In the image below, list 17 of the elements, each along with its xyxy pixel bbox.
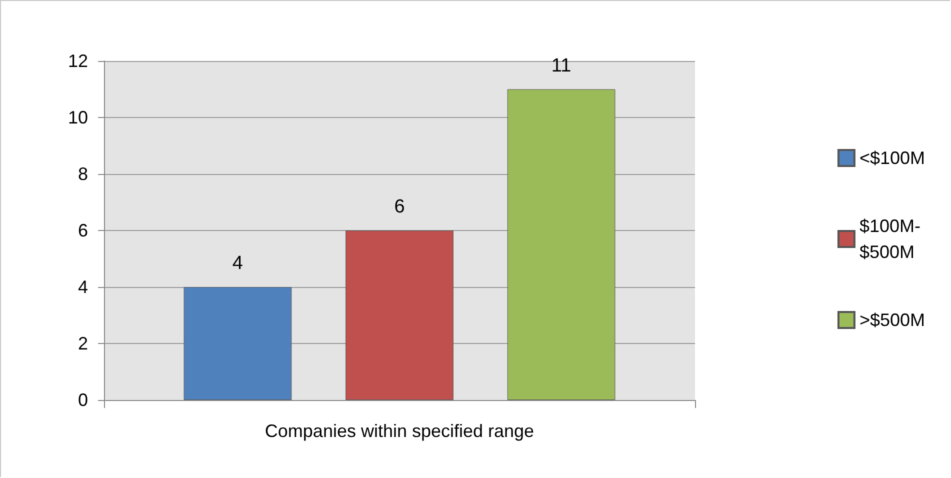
data-label: 6: [394, 196, 405, 218]
legend-label: >$500M: [859, 310, 926, 330]
data-label: 4: [232, 253, 244, 274]
y-tick-label: 2: [78, 334, 88, 354]
bar: [184, 287, 292, 400]
data-label: 11: [551, 55, 572, 76]
legend-label: $100M-$500M: [859, 216, 920, 262]
y-tick-label: 6: [78, 220, 88, 240]
x-tick-label: Companies within specified range: [264, 421, 534, 441]
bar: [346, 230, 454, 400]
y-tick-label: 12: [68, 51, 88, 71]
bar: [507, 89, 616, 400]
y-tick-label: 8: [78, 164, 88, 184]
legend-label: <$100M: [859, 148, 926, 168]
y-tick-label: 0: [78, 390, 88, 410]
y-tick-label: 10: [68, 108, 88, 128]
y-tick-label: 4: [78, 277, 88, 297]
